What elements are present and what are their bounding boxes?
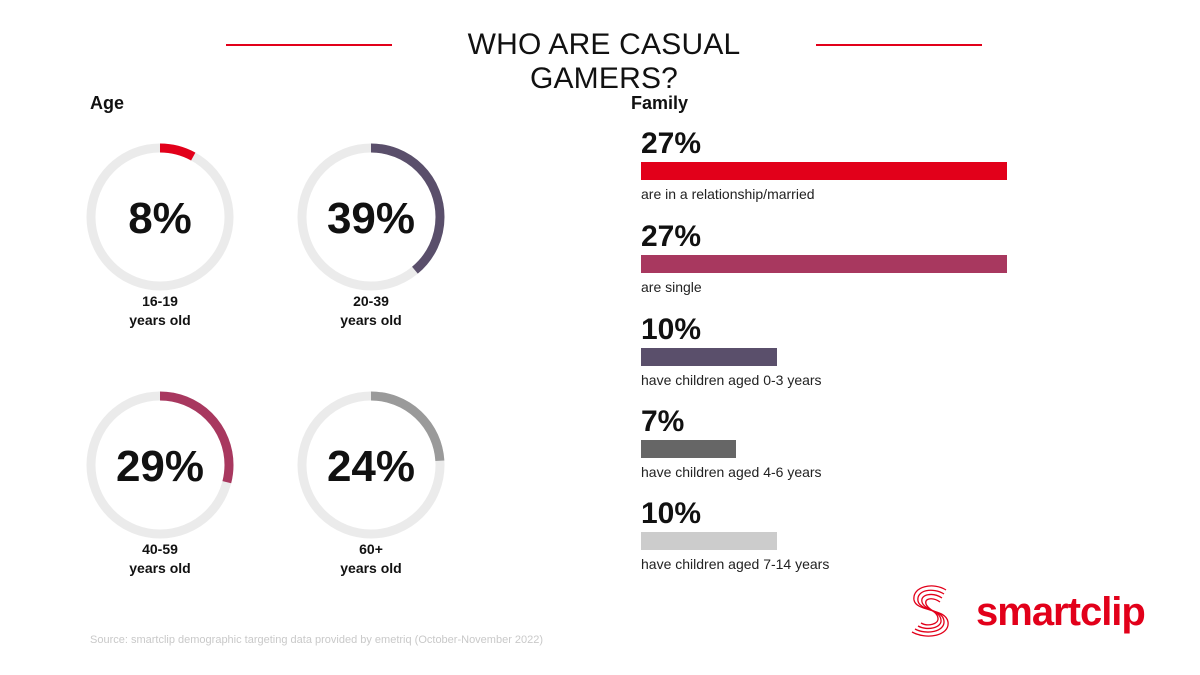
bar xyxy=(641,348,777,366)
age-donut: 24% 60+ years old xyxy=(297,391,445,576)
donut-category-label: 20-39 xyxy=(353,293,389,309)
age-donut: 39% 20-39 years old xyxy=(297,143,445,328)
donut-segment xyxy=(86,391,234,539)
age-donut: 29% 40-59 years old xyxy=(86,391,234,576)
bar xyxy=(641,440,736,458)
source-note: Source: smartclip demographic targeting … xyxy=(90,634,544,646)
bar-category-label: have children aged 7-14 years xyxy=(641,556,830,572)
donut-segment xyxy=(297,391,445,539)
donut-category-label: 40-59 xyxy=(142,541,178,557)
donut-segment xyxy=(86,143,234,291)
donut-percent-label: 24% xyxy=(327,442,415,491)
bar-percent-label: 7% xyxy=(641,405,685,438)
title-rule-left xyxy=(226,44,392,46)
bar xyxy=(641,162,1007,180)
bar-percent-label: 10% xyxy=(641,497,702,530)
bar-percent-label: 27% xyxy=(641,220,702,253)
bar-percent-label: 27% xyxy=(641,127,702,160)
title-rule-right xyxy=(816,44,982,46)
age-section-label: Age xyxy=(90,93,125,113)
donut-percent-label: 29% xyxy=(116,442,204,491)
bar xyxy=(641,532,777,550)
bar xyxy=(641,255,1007,273)
donut-percent-label: 39% xyxy=(327,194,415,243)
donut-category-label: years old xyxy=(340,312,401,328)
donut-category-label: 60+ xyxy=(359,541,383,557)
bar-percent-label: 10% xyxy=(641,313,702,346)
smartclip-logo-icon xyxy=(911,585,949,637)
donut-percent-label: 8% xyxy=(128,194,192,243)
bar-category-label: are single xyxy=(641,279,702,295)
smartclip-logo-text: smartclip xyxy=(976,590,1146,634)
donut-category-label: 16-19 xyxy=(142,293,178,309)
donut-category-label: years old xyxy=(129,312,190,328)
age-donut: 8% 16-19 years old xyxy=(86,143,234,328)
bar-category-label: are in a relationship/married xyxy=(641,186,815,202)
age-donut-charts: 8% 16-19 years old 39% 20-39 years old 29% 40-5… xyxy=(86,143,445,576)
family-section-label: Family xyxy=(631,93,689,113)
donut-category-label: years old xyxy=(129,560,190,576)
bar-category-label: have children aged 0-3 years xyxy=(641,372,822,388)
bar-category-label: have children aged 4-6 years xyxy=(641,464,822,480)
donut-category-label: years old xyxy=(340,560,401,576)
page-title: WHO ARE CASUAL GAMERS? xyxy=(467,28,741,95)
donut-segment xyxy=(297,143,445,291)
